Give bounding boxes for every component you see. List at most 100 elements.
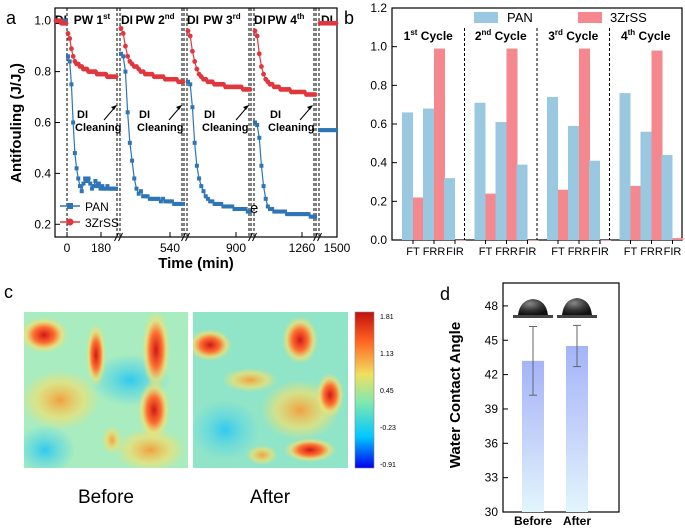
a-point-3zrss: [118, 25, 124, 31]
panel-d: 30 33 36 39 42 45 48 Before After Water Contact…: [447, 282, 620, 528]
b-ytick-label: 0.2: [370, 194, 387, 208]
a-segment-label: PW 3rd: [203, 12, 240, 27]
a-point-pan: [278, 209, 283, 214]
a-cleaning-label: DI: [204, 109, 215, 121]
a-point-pan: [223, 204, 228, 209]
a-point-pan: [86, 176, 91, 181]
droplet-before-icon: [513, 299, 553, 318]
droplet-after-icon: [557, 298, 597, 318]
b-ytick-label: 1.2: [370, 1, 387, 15]
panel-d-bars: [522, 324, 588, 512]
a-line-3ZrSS: [187, 30, 250, 91]
a-point-pan: [64, 18, 68, 23]
panel-label-a: a: [6, 8, 17, 28]
a-point-pan: [105, 184, 110, 189]
a-point-pan: [308, 214, 313, 219]
a-axis-break: [248, 232, 253, 242]
panel-a-series: [53, 18, 339, 219]
d-ytick-label: 36: [485, 436, 499, 450]
a-xtick-label: 540: [160, 241, 180, 255]
a-point-pan: [190, 105, 195, 110]
a-point-pan: [76, 176, 81, 181]
colorbar-tick-label: 1.13: [380, 351, 394, 358]
a-point-pan: [241, 207, 246, 212]
a-point-pan: [261, 184, 266, 189]
a-cleaning-arrowhead: [243, 105, 249, 110]
a-axis-break: [114, 232, 119, 242]
a-ytick-label: 0.4: [34, 166, 51, 180]
a-point-pan: [167, 199, 172, 204]
a-point-pan: [81, 181, 86, 186]
a-point-pan: [96, 181, 101, 186]
a-segment-label: DI: [121, 13, 133, 27]
a-point-pan: [255, 123, 260, 128]
a-point-pan: [253, 120, 257, 125]
a-axis-break: [118, 232, 123, 242]
b-xtick-label: FRR: [423, 246, 446, 258]
heatmap-after: [193, 312, 348, 468]
a-point-pan: [287, 212, 292, 217]
legend-3zrss-label: 3ZrSS: [85, 216, 119, 230]
a-point-pan: [313, 214, 317, 219]
d-ytick-label: 42: [485, 368, 499, 382]
b-xtick-label: FRR: [568, 246, 591, 258]
a-point-3zrss: [247, 87, 253, 92]
b-group-label: 2nd Cycle: [475, 28, 527, 43]
a-point-pan: [274, 209, 279, 214]
a-cleaning-label: Cleaning: [137, 122, 183, 134]
a-point-pan: [289, 212, 294, 217]
a-point-pan: [71, 120, 76, 125]
a-point-pan: [163, 199, 168, 204]
a-cleaning-label: Cleaning: [75, 122, 121, 134]
b-xtick-label: FT: [479, 246, 493, 258]
a-line-PAN: [254, 122, 315, 218]
a-point-3zrss: [333, 20, 339, 26]
a-point-3zrss: [69, 46, 74, 52]
b-xtick-label: FIR: [591, 246, 609, 258]
panel-d-frame: [502, 282, 620, 513]
a-ytick-label: 0.2: [34, 217, 51, 231]
a-point-pan: [280, 209, 285, 214]
a-point-pan: [161, 196, 166, 201]
panel-b-groups: 1st Cycle 2nd Cycle 3rd Cycle 4th Cycle: [404, 28, 671, 240]
a-point-3zrss: [261, 71, 266, 77]
b-xtick-label: FT: [624, 246, 638, 258]
a-point-pan: [138, 189, 143, 194]
b-ytick-label: 0.0: [370, 233, 387, 247]
a-point-pan: [66, 54, 70, 59]
a-point-pan: [186, 79, 190, 84]
a-point-pan: [295, 212, 300, 217]
d-ytick-label: 30: [485, 505, 499, 519]
a-point-pan: [265, 204, 270, 209]
b-bar-3ZrSS: [651, 50, 663, 241]
a-point-pan: [95, 184, 100, 189]
a-point-3zrss: [252, 28, 258, 34]
a-point-pan: [225, 204, 230, 209]
a-point-pan: [306, 212, 311, 217]
legend-pan-label: PAN: [85, 200, 109, 214]
colorbar-tick-label: -0.91: [380, 462, 396, 469]
a-point-3zrss: [254, 33, 260, 39]
a-point-pan: [248, 209, 252, 214]
a-point-3zrss: [190, 48, 195, 54]
b-bar-PAN: [402, 112, 413, 240]
b-xtick-label: FIR: [519, 246, 537, 258]
b-ytick-label: 1.0: [370, 40, 387, 54]
heatmap-before-label: Before: [78, 487, 134, 508]
a-point-pan: [123, 69, 128, 74]
a-segment-label: PW 4th: [268, 12, 305, 27]
a-point-pan: [145, 194, 150, 199]
a-point-pan: [257, 135, 262, 140]
a-cleaning-arrowhead: [176, 105, 182, 110]
a-ytick-label: 0.6: [34, 116, 51, 130]
a-point-3zrss: [194, 66, 200, 72]
a-xtick-label: 1260: [289, 241, 316, 255]
b-xtick-label: FIR: [446, 246, 464, 258]
a-point-pan: [243, 207, 248, 212]
a-point-pan: [203, 194, 208, 199]
a-point-pan: [236, 207, 241, 212]
a-point-pan: [194, 163, 199, 168]
a-point-pan: [199, 184, 204, 189]
panel-a-x-axis: 0 180 540 900 1260 1500: [64, 232, 351, 255]
